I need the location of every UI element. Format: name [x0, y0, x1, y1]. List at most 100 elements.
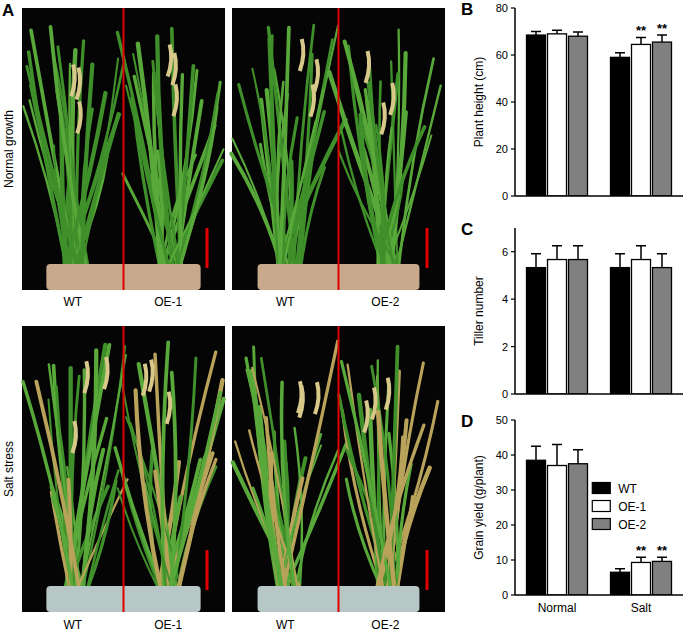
- panicle: [77, 101, 81, 133]
- error-bar: [615, 569, 625, 573]
- leaf: [131, 423, 167, 590]
- panicle: [71, 64, 75, 96]
- scale-bar: [426, 550, 429, 590]
- divider: [338, 326, 340, 612]
- leaf: [87, 471, 118, 590]
- genotype-label: WT: [63, 618, 82, 632]
- y-tick-label: 40: [496, 96, 508, 108]
- panel-label: C: [461, 220, 473, 239]
- leaf: [376, 125, 385, 268]
- y-tick-label: 2: [502, 341, 508, 353]
- bar: [611, 572, 630, 595]
- leaf: [82, 65, 92, 268]
- bar: [653, 268, 672, 394]
- photo-background: [22, 326, 225, 612]
- photo-background: [22, 8, 225, 290]
- leaf: [345, 42, 395, 268]
- error-bar: [615, 53, 625, 58]
- bar: [611, 57, 630, 196]
- panicle: [310, 85, 314, 117]
- x-tick-label: Normal: [538, 601, 577, 615]
- leaf: [295, 450, 338, 590]
- error-bar: [573, 450, 583, 464]
- leaf: [164, 352, 216, 590]
- bar: [611, 268, 630, 394]
- panicle: [167, 392, 171, 424]
- leaf: [252, 69, 278, 268]
- leaf: [348, 365, 384, 590]
- x-axis: [515, 195, 683, 197]
- panicle: [386, 378, 390, 410]
- genotype-label: WT: [276, 618, 295, 632]
- panicle: [390, 83, 394, 115]
- genotype-label: WT: [63, 295, 82, 309]
- plot-area: [527, 246, 672, 394]
- leaf: [283, 121, 315, 268]
- divider: [338, 8, 340, 290]
- bar: [632, 44, 651, 196]
- error-bar: [636, 246, 646, 260]
- bar-chart: CTiller number0246: [461, 220, 683, 400]
- leaf: [132, 98, 169, 268]
- leaf: [370, 68, 394, 268]
- scale-bar: [206, 550, 209, 590]
- axis-label: Plant height (cm): [472, 57, 486, 148]
- leaf: [282, 112, 325, 268]
- leaf: [167, 149, 224, 268]
- y-tick-label: 0: [502, 589, 508, 601]
- x-axis: [515, 594, 683, 596]
- y-tick-label: 20: [496, 143, 508, 155]
- row-label: Normal growth: [2, 110, 16, 188]
- bar: [653, 42, 672, 196]
- genotype-label: OE-2: [371, 618, 399, 632]
- divider: [123, 8, 125, 290]
- x-tick-label: Salt: [631, 601, 652, 615]
- leaf: [282, 382, 295, 590]
- panel-label: A: [2, 1, 14, 20]
- genotype-label: OE-2: [371, 295, 399, 309]
- error-bar: [636, 37, 646, 44]
- bar: [527, 460, 546, 595]
- error-bar: [657, 35, 667, 42]
- error-bar: [531, 446, 541, 460]
- legend-swatch: [592, 483, 610, 494]
- bar: [632, 562, 651, 595]
- bar: [569, 464, 588, 595]
- y-tick-label: 30: [496, 484, 508, 496]
- bar: [548, 260, 567, 394]
- y-tick-label: 20: [496, 519, 508, 531]
- legend-swatch: [592, 501, 610, 512]
- leaf: [278, 120, 346, 268]
- bar: [569, 260, 588, 394]
- panicle: [76, 68, 80, 100]
- error-bar: [615, 254, 625, 268]
- leaf: [376, 425, 424, 590]
- panicle: [372, 387, 376, 419]
- leaf: [23, 382, 73, 590]
- panicle: [366, 51, 370, 83]
- leaf: [29, 52, 67, 268]
- panicle: [143, 364, 147, 396]
- y-tick-label: 6: [502, 246, 508, 258]
- bar-chart: BPlant height (cm)020406080****: [461, 0, 683, 202]
- photo-background: [232, 326, 445, 612]
- error-bar: [552, 246, 562, 260]
- leaf: [260, 407, 283, 590]
- bar: [527, 268, 546, 394]
- y-tick-label: 60: [496, 49, 508, 61]
- photo: [22, 8, 225, 290]
- leaf: [81, 59, 118, 268]
- error-bar: [531, 32, 541, 36]
- plot-area: [527, 30, 672, 196]
- leaf: [169, 393, 220, 590]
- scale-bar: [426, 228, 429, 268]
- x-axis: [515, 393, 683, 395]
- leaf: [80, 355, 126, 590]
- panicle: [84, 361, 88, 393]
- leaf: [398, 496, 413, 590]
- genotype-label: OE-1: [154, 618, 182, 632]
- panicle: [381, 102, 385, 134]
- plot-area: [527, 445, 672, 596]
- leaf: [361, 115, 385, 268]
- divider: [123, 326, 125, 612]
